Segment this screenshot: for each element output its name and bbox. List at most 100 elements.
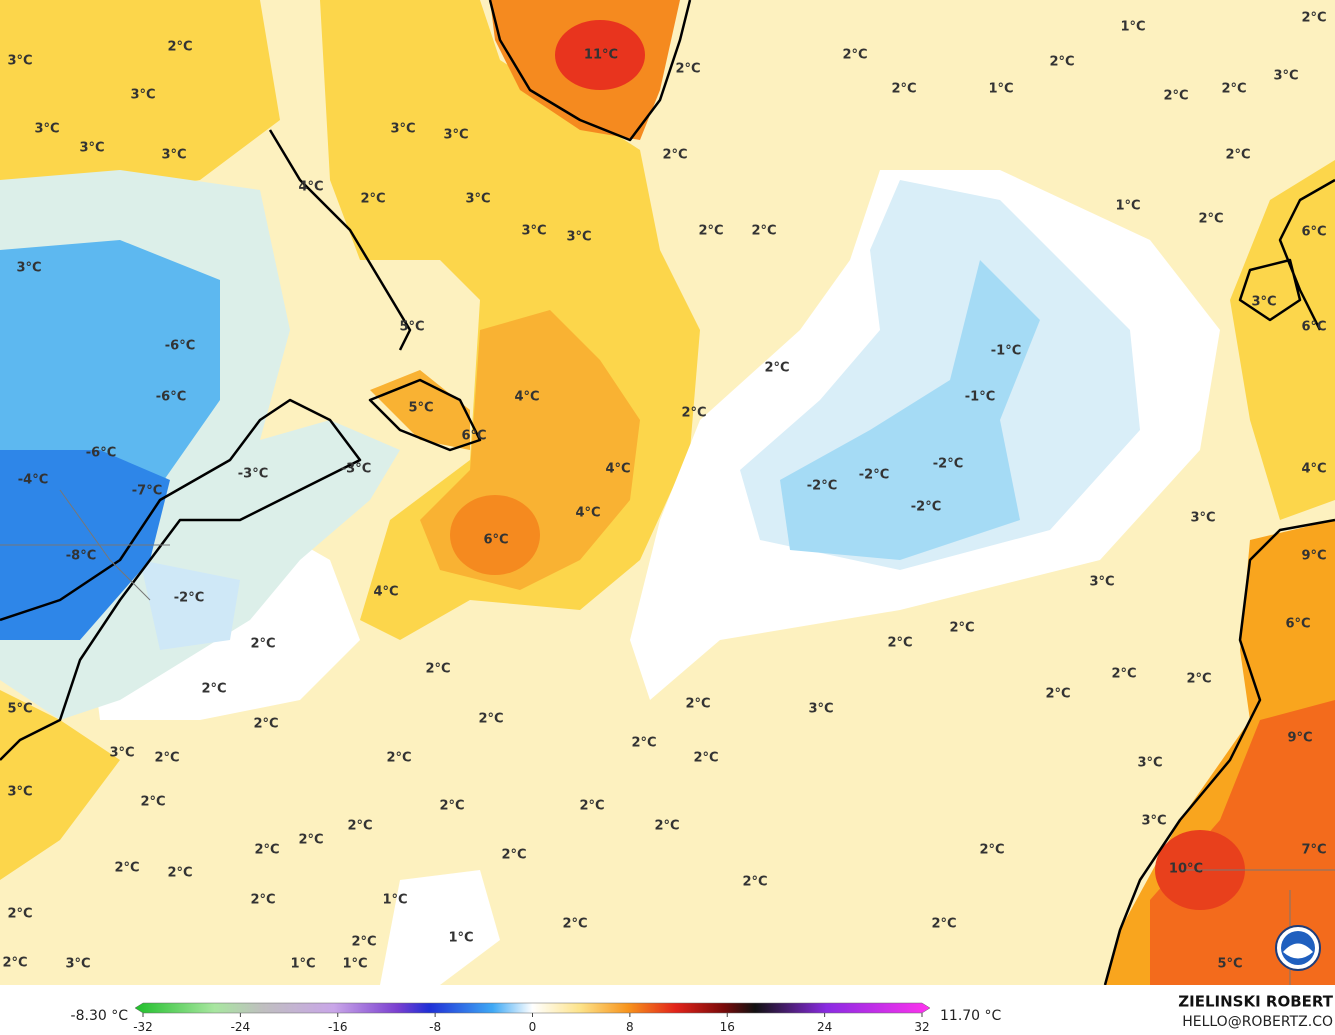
- temperature-label: 2°C: [931, 917, 956, 932]
- temperature-label: 9°C: [1301, 549, 1326, 564]
- temperature-label: -1°C: [965, 390, 995, 405]
- temperature-label: 3°C: [65, 957, 90, 972]
- temperature-label: 3°C: [390, 122, 415, 137]
- temperature-label: 2°C: [1049, 55, 1074, 70]
- colorbar-tick-label: 0: [529, 1020, 537, 1034]
- temperature-label: 3°C: [109, 746, 134, 761]
- colorbar-tick-label: 16: [720, 1020, 735, 1034]
- temperature-label: 2°C: [579, 799, 604, 814]
- temperature-label: -6°C: [86, 446, 116, 461]
- temperature-label: 3°C: [443, 128, 468, 143]
- temperature-label: 7°C: [1301, 843, 1326, 858]
- temperature-label: 1°C: [342, 957, 367, 972]
- temperature-label: 2°C: [662, 148, 687, 163]
- temperature-label: 2°C: [167, 866, 192, 881]
- temperature-label: 3°C: [465, 192, 490, 207]
- temperature-label: 2°C: [351, 935, 376, 950]
- temperature-label: 1°C: [1120, 20, 1145, 35]
- temperature-label: 6°C: [483, 533, 508, 548]
- temperature-label: 2°C: [347, 819, 372, 834]
- noaa-logo: [1275, 925, 1321, 971]
- temperature-label: 3°C: [521, 224, 546, 239]
- temperature-label: -8°C: [66, 549, 96, 564]
- temperature-label: 2°C: [742, 875, 767, 890]
- temperature-label: 5°C: [408, 401, 433, 416]
- temperature-label: 2°C: [654, 819, 679, 834]
- temperature-label: 11°C: [584, 48, 618, 63]
- temperature-label: 2°C: [562, 917, 587, 932]
- temperature-label: 2°C: [167, 40, 192, 55]
- temperature-label: 2°C: [154, 751, 179, 766]
- colorbar-tick-label: -32: [133, 1020, 153, 1034]
- temperature-label: 2°C: [631, 736, 656, 751]
- temperature-label: 2°C: [439, 799, 464, 814]
- temperature-label: -4°C: [18, 473, 48, 488]
- temperature-label: 2°C: [1045, 687, 1070, 702]
- colorbar-tick-label: 24: [817, 1020, 832, 1034]
- temperature-label: 4°C: [1301, 462, 1326, 477]
- temperature-label: 3°C: [161, 148, 186, 163]
- temperature-label: 3°C: [1141, 814, 1166, 829]
- temperature-label: -7°C: [132, 484, 162, 499]
- cool-region: [380, 870, 500, 985]
- cold-region: [780, 260, 1040, 560]
- temperature-label: 2°C: [425, 662, 450, 677]
- colorbar-tick-label: 32: [914, 1020, 929, 1034]
- colorbar-tick-label: 8: [626, 1020, 634, 1034]
- temperature-label: 2°C: [698, 224, 723, 239]
- temperature-label: 5°C: [1217, 957, 1242, 972]
- temperature-label: 2°C: [675, 62, 700, 77]
- temperature-label: 2°C: [764, 361, 789, 376]
- temperature-label: -6°C: [156, 390, 186, 405]
- map: 11°C 2°C 2°C 2°C 2°C 1°C 1°C 2°C 2°C 3°C 2°C 2°C 2°C…: [0, 0, 1335, 985]
- temperature-label: 6°C: [1285, 617, 1310, 632]
- temperature-label: 2°C: [501, 848, 526, 863]
- temperature-label: 3°C: [1137, 756, 1162, 771]
- temperature-label: 3°C: [79, 141, 104, 156]
- temperature-label: 3°C: [1251, 295, 1276, 310]
- temperature-label: 2°C: [253, 717, 278, 732]
- colorbar-max: 11.70 °C: [940, 1008, 1002, 1024]
- temperature-label: 3°C: [1089, 575, 1114, 590]
- temperature-label: -2°C: [933, 457, 963, 472]
- temperature-labels: 11°C 2°C 2°C 2°C 2°C 1°C 1°C 2°C 2°C 3°C 2°C 2°C 2°C…: [2, 11, 1326, 972]
- temperature-label: 2°C: [751, 224, 776, 239]
- temperature-label: 2°C: [1221, 82, 1246, 97]
- temperature-label: 2°C: [254, 843, 279, 858]
- temperature-label: 3°C: [7, 785, 32, 800]
- temperature-label: 2°C: [1198, 212, 1223, 227]
- temperature-label: -2°C: [174, 591, 204, 606]
- warm-region: [0, 0, 280, 210]
- colorbar-tick-label: -8: [429, 1020, 441, 1034]
- temperature-label: 2°C: [386, 751, 411, 766]
- temperature-label: -3°C: [238, 467, 268, 482]
- temperature-label: 2°C: [114, 861, 139, 876]
- temperature-label: 1°C: [290, 957, 315, 972]
- temperature-label: 2°C: [693, 751, 718, 766]
- temperature-label: 1°C: [448, 931, 473, 946]
- border-line: [0, 489, 1335, 985]
- colorbar-tick-label: -16: [328, 1020, 348, 1034]
- temperature-label: 4°C: [575, 506, 600, 521]
- temperature-label: -1°C: [991, 344, 1021, 359]
- temperature-label: 2°C: [250, 637, 275, 652]
- temperature-label: 1°C: [988, 82, 1013, 97]
- temperature-label: -2°C: [807, 479, 837, 494]
- temperature-label: 5°C: [399, 320, 424, 335]
- colorbar: -8.30 °C 11.70 °C -32 -24 -16 -8 0 8 16 24 32: [71, 1002, 1002, 1034]
- temperature-label: 2°C: [1301, 11, 1326, 26]
- africa-hot: [1150, 700, 1335, 985]
- temperature-label: 3°C: [16, 261, 41, 276]
- temperature-label: 3°C: [7, 54, 32, 69]
- temperature-label: 2°C: [1186, 672, 1211, 687]
- coastline: [1238, 178, 1335, 331]
- temperature-label: 3°C: [566, 230, 591, 245]
- temperature-label: 2°C: [201, 682, 226, 697]
- temperature-label: 4°C: [605, 462, 630, 477]
- temperature-label: 2°C: [891, 82, 916, 97]
- land-cold: [140, 560, 240, 650]
- coastline: [1103, 518, 1335, 985]
- coastline: [0, 398, 362, 761]
- temperature-label: -2°C: [911, 500, 941, 515]
- temperature-label: 2°C: [298, 833, 323, 848]
